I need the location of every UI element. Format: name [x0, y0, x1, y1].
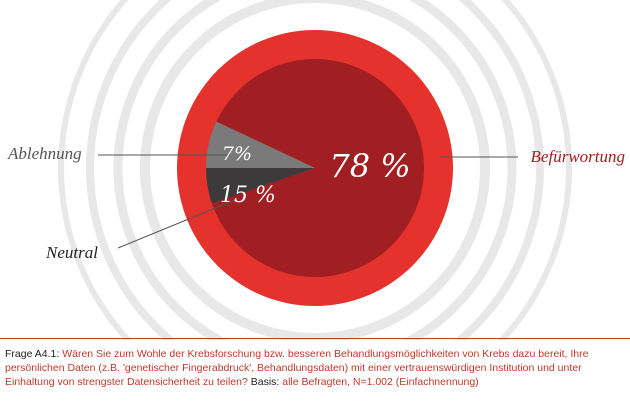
basis-text: alle Befragten, N=1.002 (Einfachnennung): [279, 376, 479, 388]
value-label-befuerwortung: 78 %: [329, 147, 410, 185]
pie-chart: 78 % 7% 15 % Ablehnung Neutral Befürwortung: [7, 0, 625, 340]
leader-line-neutral: [117, 199, 236, 249]
basis-label: Basis:: [250, 376, 280, 388]
question-caption: Frage A4.1: Wären Sie zum Wohle der Kreb…: [5, 347, 625, 389]
halo-ring-4: [58, 0, 572, 340]
slice-befürwortung: [211, 59, 425, 277]
category-label-neutral: Neutral: [45, 243, 98, 262]
question-prefix: Frage A4.1:: [5, 348, 60, 360]
halo-ring-3: [86, 0, 544, 340]
category-label-ablehnung: Ablehnung: [7, 144, 82, 163]
slice-neutral: [206, 168, 315, 204]
value-label-ablehnung: 7%: [222, 143, 252, 165]
caption-divider: [0, 338, 630, 339]
halo-ring-2: [113, 0, 517, 340]
slice-ablehnung: [206, 121, 315, 168]
category-label-befuerwortung: Befürwortung: [531, 147, 625, 166]
question-text: Wären Sie zum Wohle der Krebsforschung b…: [5, 348, 589, 388]
value-label-neutral: 15 %: [220, 183, 276, 208]
